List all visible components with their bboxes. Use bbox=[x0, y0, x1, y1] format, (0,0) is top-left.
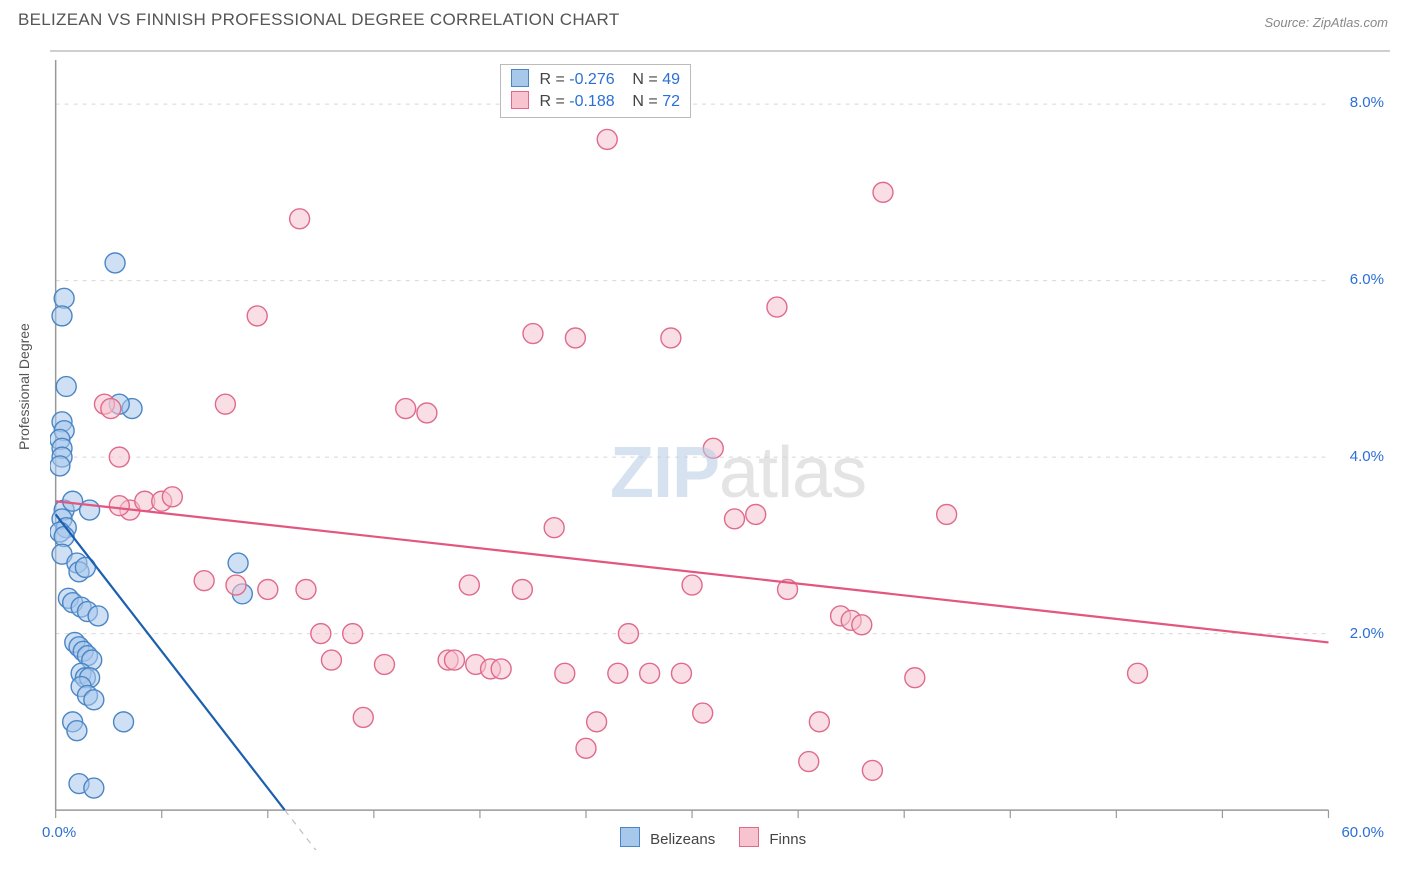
chart-area: ZIPatlas R = -0.276 N = 49 R = -0.188 N … bbox=[50, 50, 1390, 850]
swatch-belizeans bbox=[511, 69, 529, 87]
legend-item-belizeans: Belizeans bbox=[620, 827, 715, 848]
chart-title: BELIZEAN VS FINNISH PROFESSIONAL DEGREE … bbox=[18, 10, 620, 30]
y-tick-label: 8.0% bbox=[1350, 94, 1384, 111]
header: BELIZEAN VS FINNISH PROFESSIONAL DEGREE … bbox=[0, 0, 1406, 36]
y-tick-label: 2.0% bbox=[1350, 625, 1384, 642]
legend-label: Belizeans bbox=[650, 831, 715, 848]
legend-item-finns: Finns bbox=[739, 827, 806, 848]
legend-swatch-finns bbox=[739, 827, 759, 847]
swatch-finns bbox=[511, 91, 529, 109]
stats-row-belizeans: R = -0.276 N = 49 bbox=[511, 69, 680, 91]
y-axis-label: Professional Degree bbox=[16, 323, 32, 450]
stats-row-finns: R = -0.188 N = 72 bbox=[511, 91, 680, 113]
legend-label: Finns bbox=[769, 831, 806, 848]
legend-swatch-belizeans bbox=[620, 827, 640, 847]
x-tick-label: 0.0% bbox=[42, 824, 76, 841]
y-tick-label: 4.0% bbox=[1350, 448, 1384, 465]
source-label: Source: ZipAtlas.com bbox=[1264, 15, 1388, 30]
legend: Belizeans Finns bbox=[620, 827, 806, 848]
scatter-plot bbox=[50, 52, 1390, 850]
stats-box: R = -0.276 N = 49 R = -0.188 N = 72 bbox=[500, 64, 691, 118]
x-tick-label: 60.0% bbox=[1341, 824, 1384, 841]
y-tick-label: 6.0% bbox=[1350, 271, 1384, 288]
